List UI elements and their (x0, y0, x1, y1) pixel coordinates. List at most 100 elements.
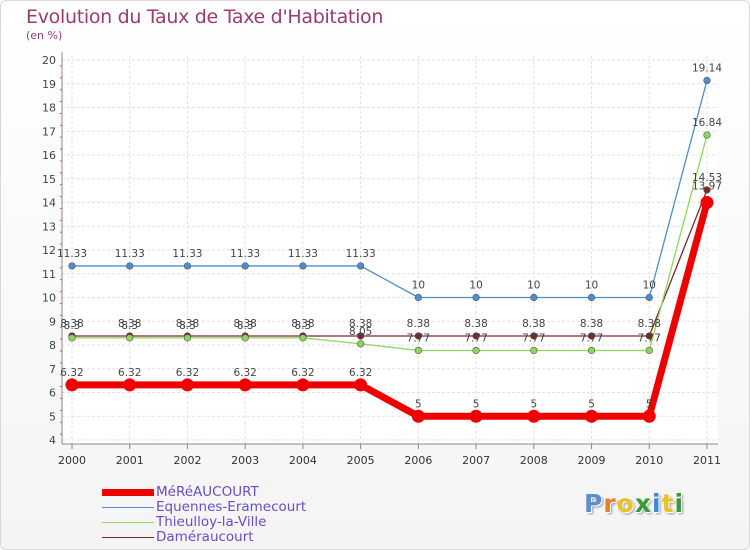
data-point (357, 340, 365, 348)
data-label: 8.3 (179, 320, 196, 332)
legend-swatch (102, 506, 154, 509)
data-point (645, 346, 653, 355)
data-label: 10 (585, 280, 598, 292)
x-tick-label: 2004 (289, 454, 317, 467)
data-label: 6.32 (118, 367, 141, 379)
data-label: 11.33 (230, 248, 260, 260)
data-label: 6.32 (176, 367, 199, 379)
data-label: 8.38 (176, 318, 199, 330)
data-point (700, 196, 714, 209)
data-label: 8.38 (407, 318, 430, 330)
legend-item: Equennes-Eramecourt (102, 500, 306, 515)
data-point (238, 378, 252, 392)
data-point (241, 262, 249, 270)
y-tick-label: 18 (42, 102, 56, 115)
data-label: 8.38 (580, 318, 603, 330)
x-tick-label: 2006 (404, 454, 432, 467)
data-label: 5 (646, 398, 653, 410)
legend-item: Daméraucourt (102, 530, 306, 545)
legend-label: Equennes-Eramecourt (156, 499, 307, 515)
x-tick-label: 2005 (347, 454, 375, 467)
legend-label: Thieulloy-la-Ville (156, 514, 267, 530)
series-line (72, 201, 711, 420)
legend-swatch (102, 521, 154, 524)
data-point (414, 332, 422, 340)
legend-item: Thieulloy-la-Ville (102, 515, 306, 530)
data-label: 19.14 (692, 62, 722, 74)
y-tick-label: 12 (42, 244, 56, 257)
data-label: 11.33 (288, 248, 318, 260)
logo-letter: r (603, 489, 617, 518)
y-tick-label: 6 (49, 387, 56, 400)
data-label: 7.77 (638, 332, 661, 344)
data-label: 7.77 (580, 332, 603, 344)
y-tick-label: 15 (42, 173, 56, 186)
data-point (68, 334, 76, 342)
data-point (414, 293, 422, 302)
logo-letter: i (674, 489, 685, 518)
data-point (585, 409, 599, 423)
data-point (703, 76, 711, 85)
data-point (530, 346, 538, 355)
data-point (123, 378, 137, 392)
y-tick-label: 14 (42, 197, 56, 210)
logo-letter: P (584, 489, 604, 518)
data-label: 8.38 (233, 318, 256, 330)
data-label: 8.38 (118, 318, 141, 330)
data-point (183, 262, 192, 270)
data-label: 10 (412, 280, 425, 292)
y-tick-label: 8 (49, 339, 56, 352)
data-label: 10 (643, 280, 656, 292)
data-label: 13.97 (692, 181, 722, 193)
y-tick-label: 5 (49, 410, 56, 423)
data-point (703, 131, 711, 139)
data-label: 6.32 (291, 367, 314, 379)
data-point (183, 334, 192, 342)
legend-swatch (102, 489, 154, 496)
data-label: 8.3 (237, 320, 254, 332)
data-point (126, 262, 134, 270)
series-line (72, 134, 708, 352)
x-tick-label: 2008 (520, 454, 548, 467)
data-point (65, 378, 79, 392)
data-label: 8.3 (295, 320, 312, 332)
logo-letter: o (616, 489, 635, 518)
chart-title: Evolution du Taux de Taxe d'Habitation (26, 6, 384, 28)
legend-item: MéRéAUCOURT (102, 485, 306, 500)
data-label: 11.33 (346, 248, 376, 260)
data-label: 8.38 (464, 318, 487, 330)
data-point (296, 378, 310, 392)
y-tick-label: 4 (49, 434, 56, 447)
data-label: 8.05 (349, 326, 372, 338)
y-tick-label: 13 (42, 220, 56, 233)
data-point (469, 409, 483, 423)
data-point (472, 346, 480, 355)
data-label: 8.38 (638, 318, 661, 330)
data-label: 5 (530, 398, 537, 410)
y-tick-label: 10 (42, 292, 56, 305)
data-point (68, 262, 76, 270)
data-point (587, 346, 596, 355)
data-point (299, 334, 307, 342)
data-label: 11.33 (57, 248, 87, 260)
legend-label: MéRéAUCOURT (156, 484, 259, 500)
data-label: 8.3 (121, 320, 138, 332)
data-label: 8.38 (349, 318, 372, 330)
data-label: 8.38 (291, 318, 314, 330)
x-tick-label: 2002 (173, 454, 201, 467)
data-point (587, 293, 596, 302)
series-line (72, 189, 708, 337)
data-point (527, 409, 541, 423)
data-point (357, 332, 365, 340)
data-point (414, 346, 422, 355)
data-point (530, 332, 538, 340)
data-point (180, 378, 194, 392)
data-label: 7.77 (522, 332, 545, 344)
logo-letter: x (634, 489, 652, 518)
x-tick-label: 2003 (231, 454, 259, 467)
data-label: 6.32 (349, 367, 372, 379)
data-label: 8.38 (60, 318, 83, 330)
data-label: 14.53 (692, 172, 722, 184)
y-tick-label: 11 (42, 268, 56, 281)
data-label: 8.3 (64, 320, 81, 332)
